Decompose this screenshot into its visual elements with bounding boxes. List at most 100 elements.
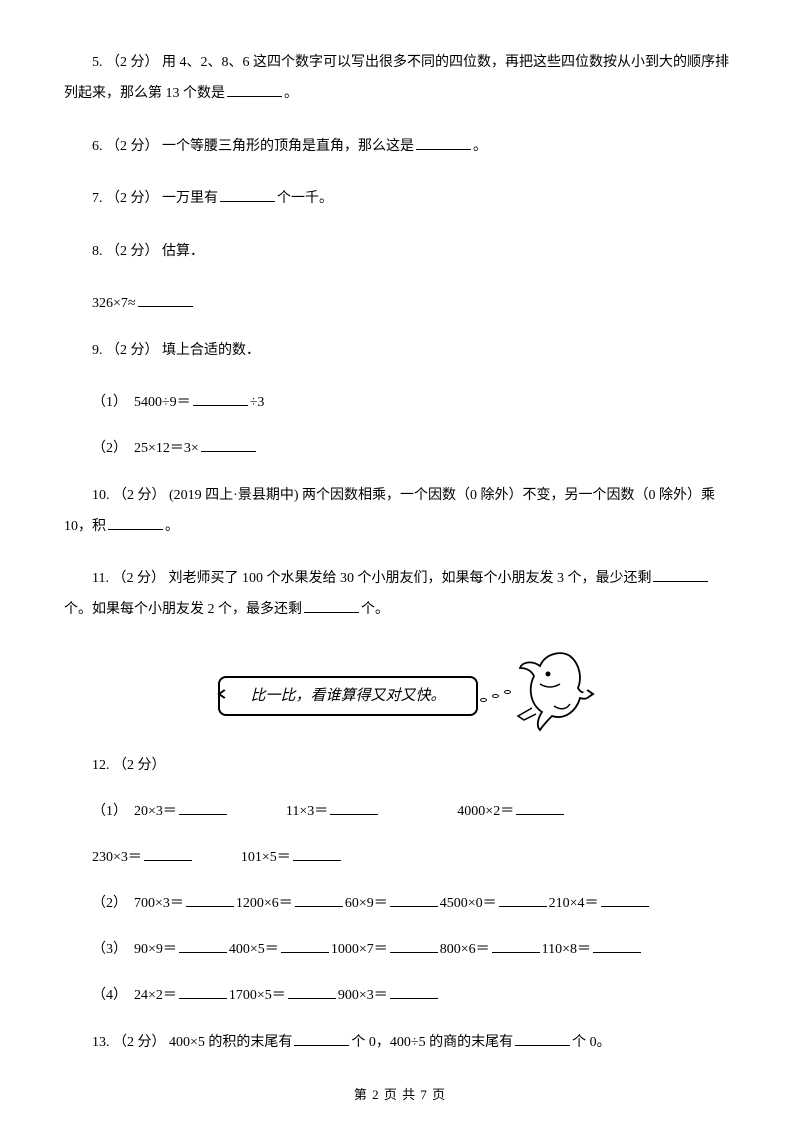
expr: 1200×6＝ — [236, 896, 293, 911]
q-text: 400×5 的积的末尾有 — [169, 1035, 292, 1050]
question-9-sub1: （1） 5400÷9＝ ÷3 — [64, 389, 736, 417]
answer-blank[interactable] — [193, 392, 248, 406]
q-text: 个。 — [361, 602, 389, 617]
answer-blank[interactable] — [281, 939, 329, 953]
expr: 230×3＝ — [92, 850, 142, 865]
answer-blank[interactable] — [492, 939, 540, 953]
q-text: 个一千。 — [277, 191, 333, 206]
answer-blank[interactable] — [144, 847, 192, 861]
answer-blank[interactable] — [138, 293, 193, 307]
question-7: 7. （2 分） 一万里有 个一千。 — [64, 184, 736, 215]
expr: 1700×5＝ — [229, 988, 286, 1003]
footer-total: 7 — [420, 1087, 428, 1102]
q-num: 6. — [92, 139, 103, 154]
answer-blank[interactable] — [390, 893, 438, 907]
answer-blank[interactable] — [304, 599, 359, 613]
illustration: 比一比，看谁算得又对又快。 — [64, 648, 736, 746]
question-12-row4: （4） 24×2＝1700×5＝900×3＝ — [64, 982, 736, 1010]
q-text: 。 — [165, 519, 179, 534]
answer-blank[interactable] — [220, 188, 275, 202]
answer-blank[interactable] — [288, 985, 336, 999]
answer-blank[interactable] — [294, 1032, 349, 1046]
answer-blank[interactable] — [515, 1032, 570, 1046]
sub-label: （1） — [92, 395, 127, 410]
expr: 4500×0＝ — [440, 896, 497, 911]
expr: 101×5＝ — [241, 850, 291, 865]
question-9: 9. （2 分） 填上合适的数． — [64, 336, 736, 367]
answer-blank[interactable] — [108, 516, 163, 530]
answer-blank[interactable] — [179, 801, 227, 815]
expr: 5400÷9＝ — [134, 395, 191, 410]
q-pts: （2 分） — [106, 244, 159, 259]
sub-label: （2） — [92, 896, 127, 911]
q-pts: （2 分） — [113, 758, 166, 773]
question-12: 12. （2 分） — [64, 752, 736, 780]
q-pts: （2 分） — [106, 191, 159, 206]
answer-blank[interactable] — [653, 568, 708, 582]
expr: 210×4＝ — [549, 896, 599, 911]
q-num: 12. — [92, 758, 110, 773]
answer-blank[interactable] — [293, 847, 341, 861]
sub-label: （4） — [92, 988, 127, 1003]
footer-page: 2 — [372, 1087, 380, 1102]
q-text: 个 0。 — [572, 1035, 611, 1050]
sub-label: （3） — [92, 942, 127, 957]
q-num: 11. — [92, 571, 109, 586]
q-text: 刘老师买了 100 个水果发给 30 个小朋友们，如果每个小朋友发 3 个，最少… — [168, 571, 651, 586]
answer-blank[interactable] — [499, 893, 547, 907]
question-12-row1b: 230×3＝ 101×5＝ — [64, 844, 736, 872]
question-6: 6. （2 分） 一个等腰三角形的顶角是直角，那么这是。 — [64, 132, 736, 163]
answer-blank[interactable] — [186, 893, 234, 907]
question-9-sub2: （2） 25×12＝3× — [64, 435, 736, 463]
answer-blank[interactable] — [179, 939, 227, 953]
expr: 90×9＝ — [134, 942, 177, 957]
expr: 60×9＝ — [345, 896, 388, 911]
q-text: 一万里有 — [162, 191, 218, 206]
q-pts: （2 分） — [112, 571, 165, 586]
answer-blank[interactable] — [601, 893, 649, 907]
q-text: 一个等腰三角形的顶角是直角，那么这是 — [162, 139, 414, 154]
q-num: 9. — [92, 343, 103, 358]
question-12-row2: （2） 700×3＝1200×6＝60×9＝4500×0＝210×4＝ — [64, 890, 736, 918]
q-text: 个 0，400÷5 的商的末尾有 — [351, 1035, 513, 1050]
question-8-expr: 326×7≈ — [64, 290, 736, 318]
q-num: 7. — [92, 191, 103, 206]
answer-blank[interactable] — [390, 985, 438, 999]
answer-blank[interactable] — [516, 801, 564, 815]
q-num: 10. — [92, 488, 110, 503]
expr: 326×7≈ — [92, 296, 136, 311]
answer-blank[interactable] — [179, 985, 227, 999]
expr: 25×12＝3× — [134, 441, 199, 456]
page-footer: 第 2 页 共 7 页 — [0, 1085, 800, 1106]
q-text: 用 4、2、8、6 这四个数字可以写出很多不同的四位数，再把这些四位数按从小到大… — [64, 55, 729, 101]
q-src: (2019 四上·景县期中) — [169, 488, 299, 503]
speech-bubble: 比一比，看谁算得又对又快。 — [218, 676, 478, 716]
expr: 11×3＝ — [286, 804, 328, 819]
q-pts: （2 分） — [106, 139, 159, 154]
expr: 20×3＝ — [134, 804, 177, 819]
q-pts: （2 分） — [113, 1035, 166, 1050]
expr: ÷3 — [250, 395, 265, 410]
expr: 400×5＝ — [229, 942, 279, 957]
sub-label: （2） — [92, 441, 127, 456]
expr: 800×6＝ — [440, 942, 490, 957]
expr: 900×3＝ — [338, 988, 388, 1003]
answer-blank[interactable] — [227, 83, 282, 97]
answer-blank[interactable] — [593, 939, 641, 953]
expr: 1000×7＝ — [331, 942, 388, 957]
question-11: 11. （2 分） 刘老师买了 100 个水果发给 30 个小朋友们，如果每个小… — [64, 564, 736, 626]
answer-blank[interactable] — [416, 136, 471, 150]
expr: 110×8＝ — [542, 942, 591, 957]
answer-blank[interactable] — [390, 939, 438, 953]
footer-text: 页 共 — [380, 1087, 421, 1102]
answer-blank[interactable] — [201, 438, 256, 452]
answer-blank[interactable] — [295, 893, 343, 907]
q-text: 。 — [284, 86, 298, 101]
answer-blank[interactable] — [330, 801, 378, 815]
q-pts: （2 分） — [113, 488, 166, 503]
question-10: 10. （2 分） (2019 四上·景县期中) 两个因数相乘，一个因数（0 除… — [64, 481, 736, 543]
q-text: 个。如果每个小朋友发 2 个，最多还剩 — [64, 602, 302, 617]
question-13: 13. （2 分） 400×5 的积的末尾有个 0，400÷5 的商的末尾有个 … — [64, 1028, 736, 1059]
q-text: 填上合适的数． — [162, 343, 260, 358]
sub-label: （1） — [92, 804, 127, 819]
